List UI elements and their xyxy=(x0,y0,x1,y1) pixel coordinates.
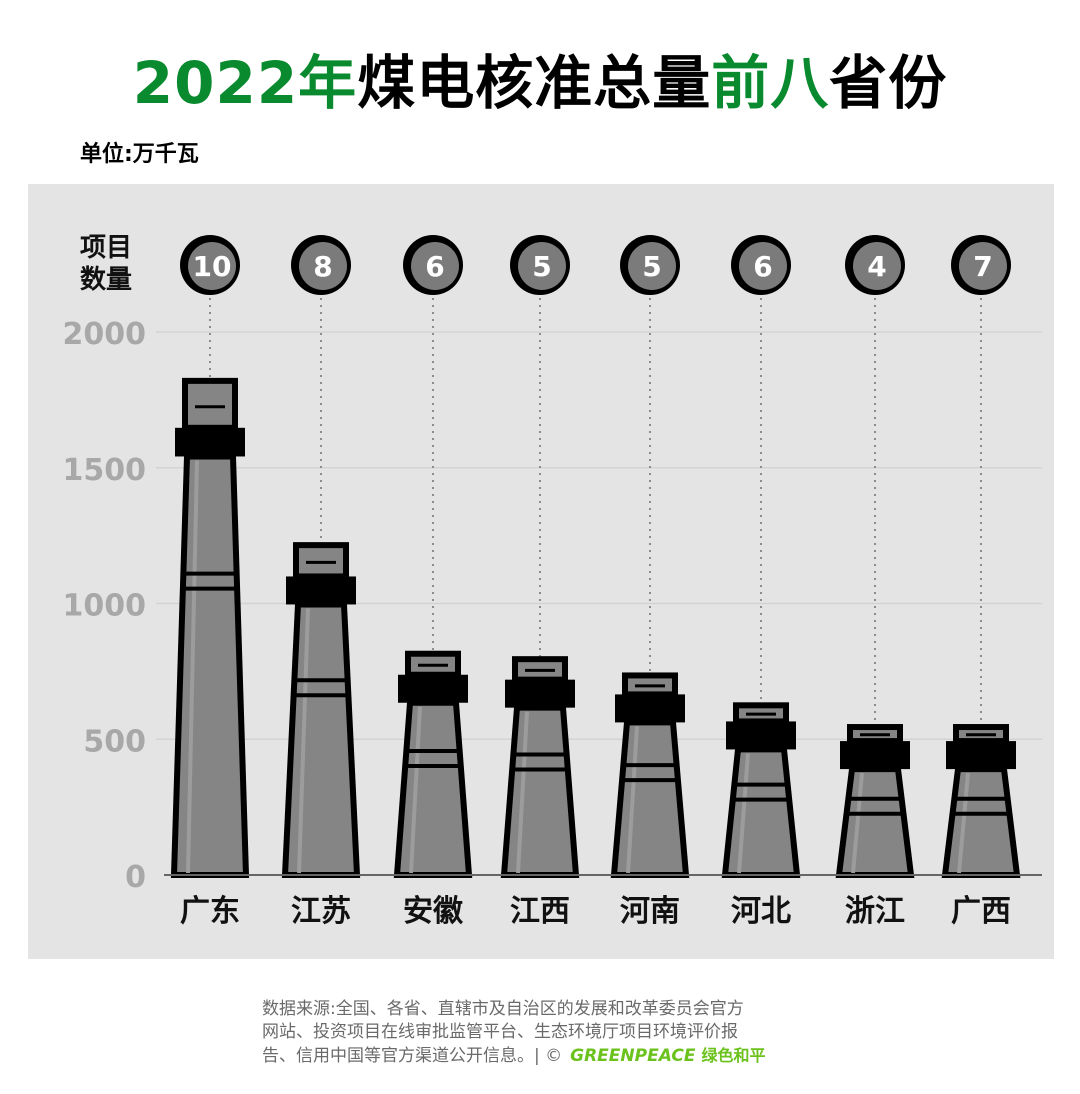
chimney-band xyxy=(505,679,575,708)
project-count-value: 4 xyxy=(867,250,886,283)
chimney-highlight xyxy=(737,753,750,874)
x-tick-label: 江苏 xyxy=(291,894,351,929)
source-line: 告、信用中国等官方渠道公开信息。| © GREENPEACE 绿色和平 xyxy=(262,1046,766,1066)
y-tick-label: 1500 xyxy=(63,453,147,488)
chimney-bar: 6 安徽 xyxy=(393,235,473,929)
chimney-highlight xyxy=(957,772,970,874)
chimney-highlight xyxy=(516,711,529,874)
x-tick-label: 广东 xyxy=(180,894,240,929)
chimney-highlight xyxy=(409,706,422,874)
chimney-highlight xyxy=(626,726,639,874)
y-tick-label: 2000 xyxy=(63,317,147,352)
source-note: 数据来源:全国、各省、直辖市及自治区的发展和改革委员会官方 网站、投资项目在线审… xyxy=(262,998,842,1068)
source-line: 数据来源:全国、各省、直辖市及自治区的发展和改革委员会官方 xyxy=(262,999,744,1019)
chimney-band xyxy=(615,694,685,723)
chimney-band xyxy=(946,741,1016,770)
chimney-bar: 8 江苏 xyxy=(281,235,361,929)
y-tick-label: 0 xyxy=(125,860,146,895)
y-tick-label: 500 xyxy=(83,724,146,759)
chimney-band xyxy=(726,721,796,750)
chimney-highlight xyxy=(851,772,864,874)
unit-label: 单位:万千瓦 xyxy=(80,142,199,167)
chimney-shaft xyxy=(941,766,1021,878)
project-count-value: 6 xyxy=(753,250,772,283)
chimney-bar: 5 江西 xyxy=(500,235,580,929)
chimney-shaft xyxy=(170,453,250,878)
project-count-value: 10 xyxy=(193,250,232,283)
x-tick-label: 广西 xyxy=(951,894,1011,929)
project-count-badge-inner xyxy=(411,242,459,290)
y-tick-label: 1000 xyxy=(63,589,147,624)
project-count-badge-inner xyxy=(853,242,901,290)
chimney-shaft xyxy=(610,719,690,878)
project-count-value: 5 xyxy=(642,250,661,283)
chimney-highlight xyxy=(297,608,310,874)
chimney-shaft xyxy=(835,766,915,878)
x-tick-label: 浙江 xyxy=(845,894,905,929)
project-count-value: 6 xyxy=(425,250,444,283)
chimney-shaft xyxy=(500,704,580,878)
chimney-band xyxy=(286,576,356,605)
chimney-cap xyxy=(293,542,349,580)
x-tick-label: 河南 xyxy=(620,894,680,929)
chimney-bar: 7 广西 xyxy=(941,235,1021,929)
chimney-bar: 6 河北 xyxy=(721,235,801,929)
chart-panel: 0 500 1000 1500 2000 项目 数量 10 广东 8 江苏 6 安徽 5 江西 5 河南 6 河北 4… xyxy=(28,184,1054,959)
project-count-badge-inner xyxy=(628,242,676,290)
chimney-bar: 5 河南 xyxy=(610,235,690,929)
chimney-band xyxy=(840,741,910,770)
project-count-heading: 数量 xyxy=(80,265,132,295)
project-count-badge-inner xyxy=(188,242,236,290)
project-count-badge-inner xyxy=(518,242,566,290)
project-count-badge-inner xyxy=(959,242,1007,290)
project-count-value: 5 xyxy=(532,250,551,283)
chimney-shaft xyxy=(281,601,361,878)
chimney-cap xyxy=(182,377,238,431)
chimney-band xyxy=(398,674,468,703)
chimney-bar: 10 广东 xyxy=(170,235,250,929)
page-title: 2022年煤电核准总量前八省份 xyxy=(132,49,948,117)
project-count-value: 7 xyxy=(973,250,992,283)
chimney-highlight xyxy=(186,460,199,874)
source-line: 网站、投资项目在线审批监管平台、生态环境厅项目环境评价报 xyxy=(262,1022,738,1042)
project-count-badge-inner xyxy=(739,242,787,290)
project-count-heading: 项目 xyxy=(80,233,132,263)
chimney-shaft xyxy=(721,746,801,878)
chimney-band xyxy=(175,427,245,457)
chimney-shaft xyxy=(393,699,473,878)
x-tick-label: 河北 xyxy=(731,894,791,929)
x-tick-label: 安徽 xyxy=(403,894,464,929)
project-count-value: 8 xyxy=(313,250,332,283)
greenpeace-logo-cn: 绿色和平 xyxy=(701,1046,766,1065)
x-tick-label: 江西 xyxy=(510,894,570,929)
greenpeace-logo: GREENPEACE xyxy=(570,1046,696,1066)
chimney-bar: 4 浙江 xyxy=(835,235,915,929)
project-count-badge-inner xyxy=(299,242,347,290)
